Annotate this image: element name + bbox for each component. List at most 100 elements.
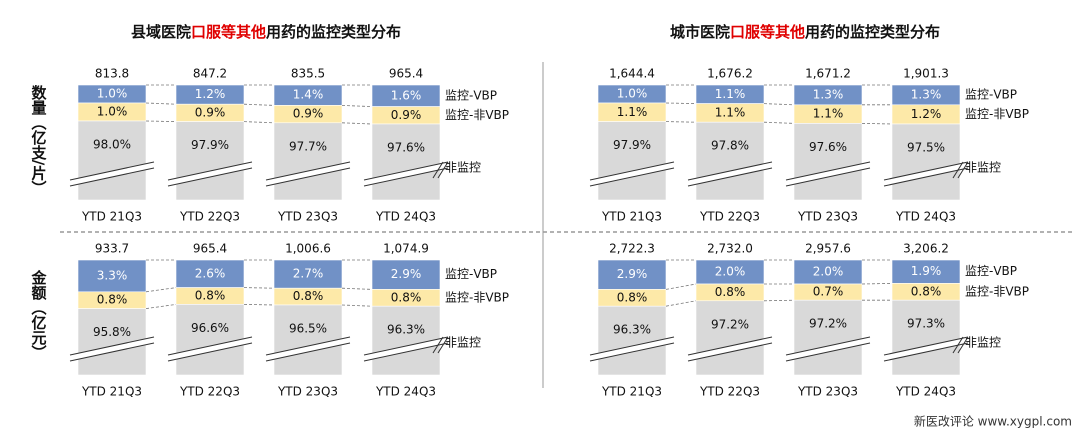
bar-segment: [793, 123, 863, 201]
connector: [145, 102, 177, 105]
axis-break-line: [265, 167, 351, 187]
value-label: 1.0%: [97, 105, 128, 119]
connector: [763, 299, 795, 302]
x-tick-label: YTD 22Q3: [699, 210, 760, 224]
axis-break-line: [687, 161, 773, 181]
axis-break-line: [363, 342, 449, 362]
value-label: 0.8%: [293, 289, 324, 303]
legend-label: 监控-非VBP: [965, 107, 1029, 121]
x-tick-label: YTD 21Q3: [81, 385, 142, 399]
value-label: 1.0%: [97, 87, 128, 101]
axis-break: [70, 337, 154, 361]
legend-label: 监控-非VBP: [965, 284, 1029, 298]
value-label: 1.1%: [715, 87, 746, 101]
axis-break: [364, 162, 448, 186]
total-label: 2,722.3: [609, 242, 655, 256]
axis-break: [786, 162, 870, 186]
row-label: 数量（亿支/片）: [30, 84, 48, 195]
title-part: 用药的监控类型分布: [805, 23, 940, 41]
x-tick-label: YTD 24Q3: [895, 385, 956, 399]
bar-segment: [273, 259, 343, 289]
footer: 新医改评论 www.xygpl.com: [914, 414, 1072, 429]
value-label: 97.6%: [387, 141, 425, 155]
connector: [665, 300, 697, 307]
legend-break: [957, 161, 969, 179]
value-label: 96.5%: [289, 322, 327, 336]
legend-break: [957, 336, 969, 354]
value-label: 1.3%: [911, 87, 942, 101]
legend-label: 监控-非VBP: [445, 290, 509, 304]
value-label: 2.6%: [195, 266, 226, 280]
bar-segment: [273, 122, 343, 201]
connector: [861, 283, 893, 285]
bar-segment: [597, 305, 667, 376]
value-label: 97.6%: [809, 140, 847, 154]
connector: [861, 123, 893, 125]
bar-segment: [371, 305, 441, 376]
legend-label: 非监控: [445, 161, 481, 175]
axis-break-line: [69, 161, 155, 181]
bar-segment: [695, 121, 765, 201]
axis-break: [884, 337, 968, 361]
value-label: 1.6%: [391, 88, 422, 102]
axis-break: [884, 162, 968, 186]
axis-break: [364, 337, 448, 361]
x-tick-label: YTD 24Q3: [375, 385, 436, 399]
axis-break: [590, 162, 674, 186]
axis-break: [786, 337, 870, 361]
bar-segment: [371, 123, 441, 201]
bar-segment: [273, 304, 343, 376]
x-tick-label: YTD 21Q3: [601, 210, 662, 224]
value-label: 1.1%: [617, 105, 648, 119]
x-tick-label: YTD 23Q3: [797, 385, 858, 399]
value-label: 97.2%: [809, 317, 847, 331]
axis-break-line: [785, 336, 871, 356]
total-label: 933.7: [95, 242, 129, 256]
legend-label: 非监控: [965, 336, 1001, 350]
total-label: 965.4: [389, 67, 423, 81]
value-label: 97.9%: [191, 138, 229, 152]
bar-segment: [891, 299, 961, 376]
total-label: 847.2: [193, 67, 227, 81]
value-label: 0.8%: [195, 289, 226, 303]
x-tick-label: YTD 23Q3: [277, 210, 338, 224]
value-label: 1.9%: [911, 264, 942, 278]
axis-break-line: [363, 336, 449, 356]
value-label: 98.0%: [93, 138, 131, 152]
value-label: 1.3%: [813, 87, 844, 101]
axis-break-line: [265, 161, 351, 181]
total-label: 1,901.3: [903, 67, 949, 81]
bar-segment: [175, 259, 245, 288]
connector: [243, 121, 275, 124]
value-label: 0.9%: [195, 105, 226, 119]
panel-title: 县域医院口服等其他用药的监控类型分布: [131, 23, 401, 41]
axis-break: [70, 162, 154, 186]
connector: [145, 287, 177, 293]
value-label: 97.3%: [907, 317, 945, 331]
legend-label: 监控-VBP: [445, 88, 497, 102]
x-tick-label: YTD 24Q3: [895, 210, 956, 224]
value-label: 97.8%: [711, 139, 749, 153]
axis-break-line: [687, 336, 773, 356]
axis-break-line: [69, 342, 155, 362]
axis-break: [590, 337, 674, 361]
legend-break: [432, 161, 444, 179]
title-part: 城市医院: [670, 23, 730, 41]
legend-label: 非监控: [965, 161, 1001, 175]
row-label: 金额（亿元）: [30, 269, 48, 360]
bar-segment: [77, 120, 147, 201]
x-tick-label: YTD 23Q3: [277, 385, 338, 399]
axis-break-line: [883, 336, 969, 356]
panel-title: 城市医院口服等其他用药的监控类型分布: [670, 23, 940, 41]
value-label: 97.7%: [289, 139, 327, 153]
value-label: 96.3%: [613, 323, 651, 337]
axis-break-line: [363, 167, 449, 187]
value-label: 0.8%: [715, 285, 746, 299]
total-label: 1,006.6: [285, 242, 331, 256]
value-label: 0.7%: [813, 285, 844, 299]
legend-break: [952, 161, 964, 179]
value-label: 2.7%: [293, 267, 324, 281]
value-label: 95.8%: [93, 325, 131, 339]
value-label: 97.5%: [907, 141, 945, 155]
axis-break-line: [589, 342, 675, 362]
